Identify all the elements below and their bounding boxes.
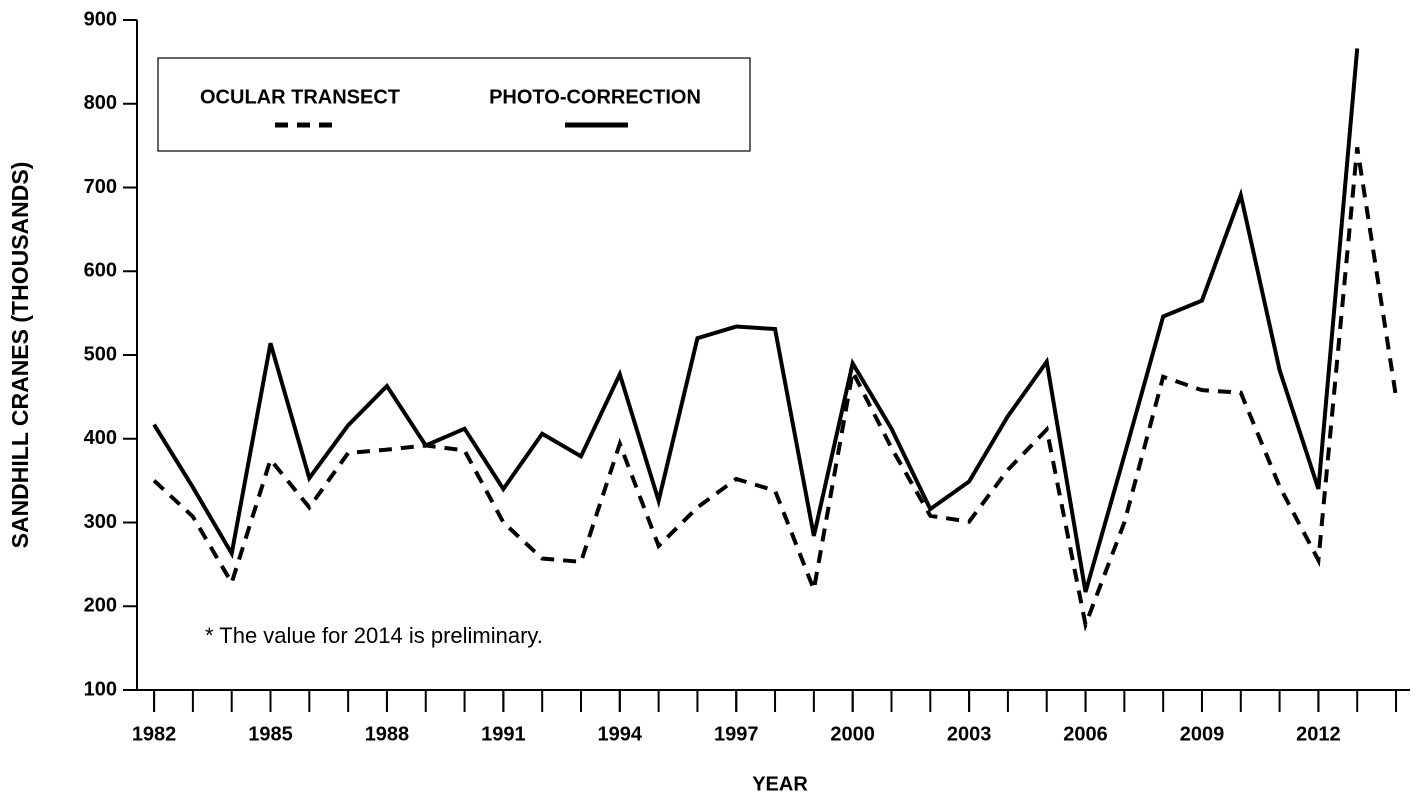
series-line [152,146,1399,632]
x-tick-label: 2003 [947,723,992,745]
y-tick-label: 200 [84,595,117,617]
legend-label: PHOTO-CORRECTION [489,86,701,108]
legend-label: OCULAR TRANSECT [200,86,400,108]
x-tick-label: 1982 [132,723,177,745]
x-tick-label: 2009 [1180,723,1225,745]
y-tick-label: 300 [84,511,117,533]
y-axis-label: SANDHILL CRANES (THOUSANDS) [7,162,33,549]
annotation: * The value for 2014 is preliminary. [205,623,543,648]
x-tick-label: 1985 [248,723,293,745]
y-tick-label: 800 [84,92,117,114]
y-tick-label: 400 [84,427,117,449]
y-tick-label: 700 [84,176,117,198]
x-tick-label: 2012 [1296,723,1341,745]
y-tick-label: 900 [84,8,117,30]
y-tick-label: 600 [84,260,117,282]
y-tick-label: 100 [84,678,117,700]
x-tick-label: 1991 [481,723,526,745]
x-tick-label: 1994 [598,723,643,745]
series-line [152,48,1360,593]
x-tick-label: 1997 [714,723,759,745]
x-axis-label: YEAR [752,773,808,795]
x-tick-label: 2000 [830,723,875,745]
x-tick-label: 2006 [1063,723,1108,745]
y-tick-label: 500 [84,343,117,365]
legend-box [157,57,751,152]
x-tick-label: 1988 [365,723,410,745]
